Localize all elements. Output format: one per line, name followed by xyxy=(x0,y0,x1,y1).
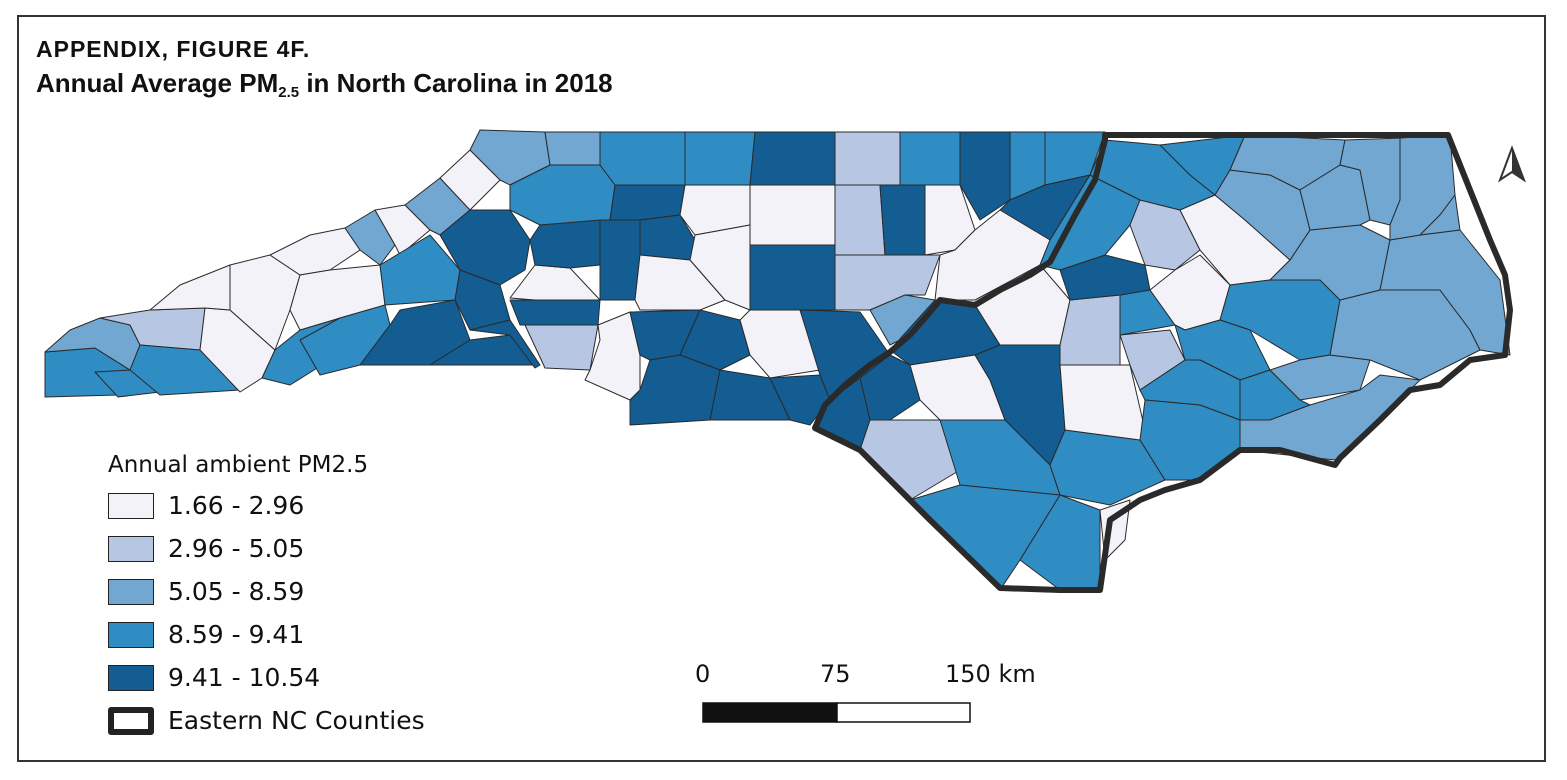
county xyxy=(629,354,721,426)
county xyxy=(959,131,1011,221)
legend-outline-label: Eastern NC Counties xyxy=(168,706,425,735)
legend: Annual ambient PM2.5 1.66 - 2.96 2.96 - … xyxy=(108,452,425,742)
legend-item: 5.05 - 8.59 xyxy=(108,570,425,613)
legend-swatch xyxy=(108,492,154,519)
scale-label-75: 75 xyxy=(820,660,851,688)
legend-swatch xyxy=(108,664,154,691)
legend-label: 1.66 - 2.96 xyxy=(168,491,305,520)
legend-title: Annual ambient PM2.5 xyxy=(108,452,369,478)
county xyxy=(689,224,751,311)
figure-title: Annual Average PM2.5 in North Carolina i… xyxy=(36,68,613,101)
county xyxy=(149,264,231,311)
legend-item: 1.66 - 2.96 xyxy=(108,484,425,527)
legend-label: 9.41 - 10.54 xyxy=(168,663,321,692)
county xyxy=(879,184,926,256)
county xyxy=(599,131,686,186)
legend-swatch xyxy=(108,535,154,562)
legend-label: 2.96 - 5.05 xyxy=(168,534,305,563)
county xyxy=(469,319,541,369)
county xyxy=(749,131,836,186)
county xyxy=(509,299,601,326)
county xyxy=(749,244,836,311)
legend-item-outline: Eastern NC Counties xyxy=(108,699,425,742)
county xyxy=(749,184,836,246)
eastern-counties-outline xyxy=(812,132,1513,593)
county xyxy=(899,131,961,186)
north-arrow-icon xyxy=(1497,145,1527,183)
county xyxy=(1059,364,1146,441)
county xyxy=(609,184,686,221)
scale-bar xyxy=(702,702,971,723)
county xyxy=(1019,494,1101,591)
county xyxy=(684,131,756,186)
county xyxy=(1419,194,1461,236)
county xyxy=(454,269,511,331)
legend-swatch xyxy=(108,621,154,648)
county xyxy=(374,204,431,256)
legend-label: 5.05 - 8.59 xyxy=(168,577,305,606)
scale-label-0: 0 xyxy=(695,660,711,688)
county xyxy=(1059,294,1121,366)
legend-swatch xyxy=(108,578,154,605)
legend-outline-swatch xyxy=(108,706,154,735)
legend-label: 8.59 - 9.41 xyxy=(168,620,305,649)
legend-item: 9.41 - 10.54 xyxy=(108,656,425,699)
county xyxy=(599,219,641,301)
scale-label-150: 150 km xyxy=(945,660,1036,688)
county xyxy=(834,131,901,186)
figure-label: APPENDIX, FIGURE 4F. xyxy=(36,36,311,62)
county xyxy=(529,219,601,269)
legend-item: 8.59 - 9.41 xyxy=(108,613,425,656)
county xyxy=(834,184,886,256)
legend-item: 2.96 - 5.05 xyxy=(108,527,425,570)
